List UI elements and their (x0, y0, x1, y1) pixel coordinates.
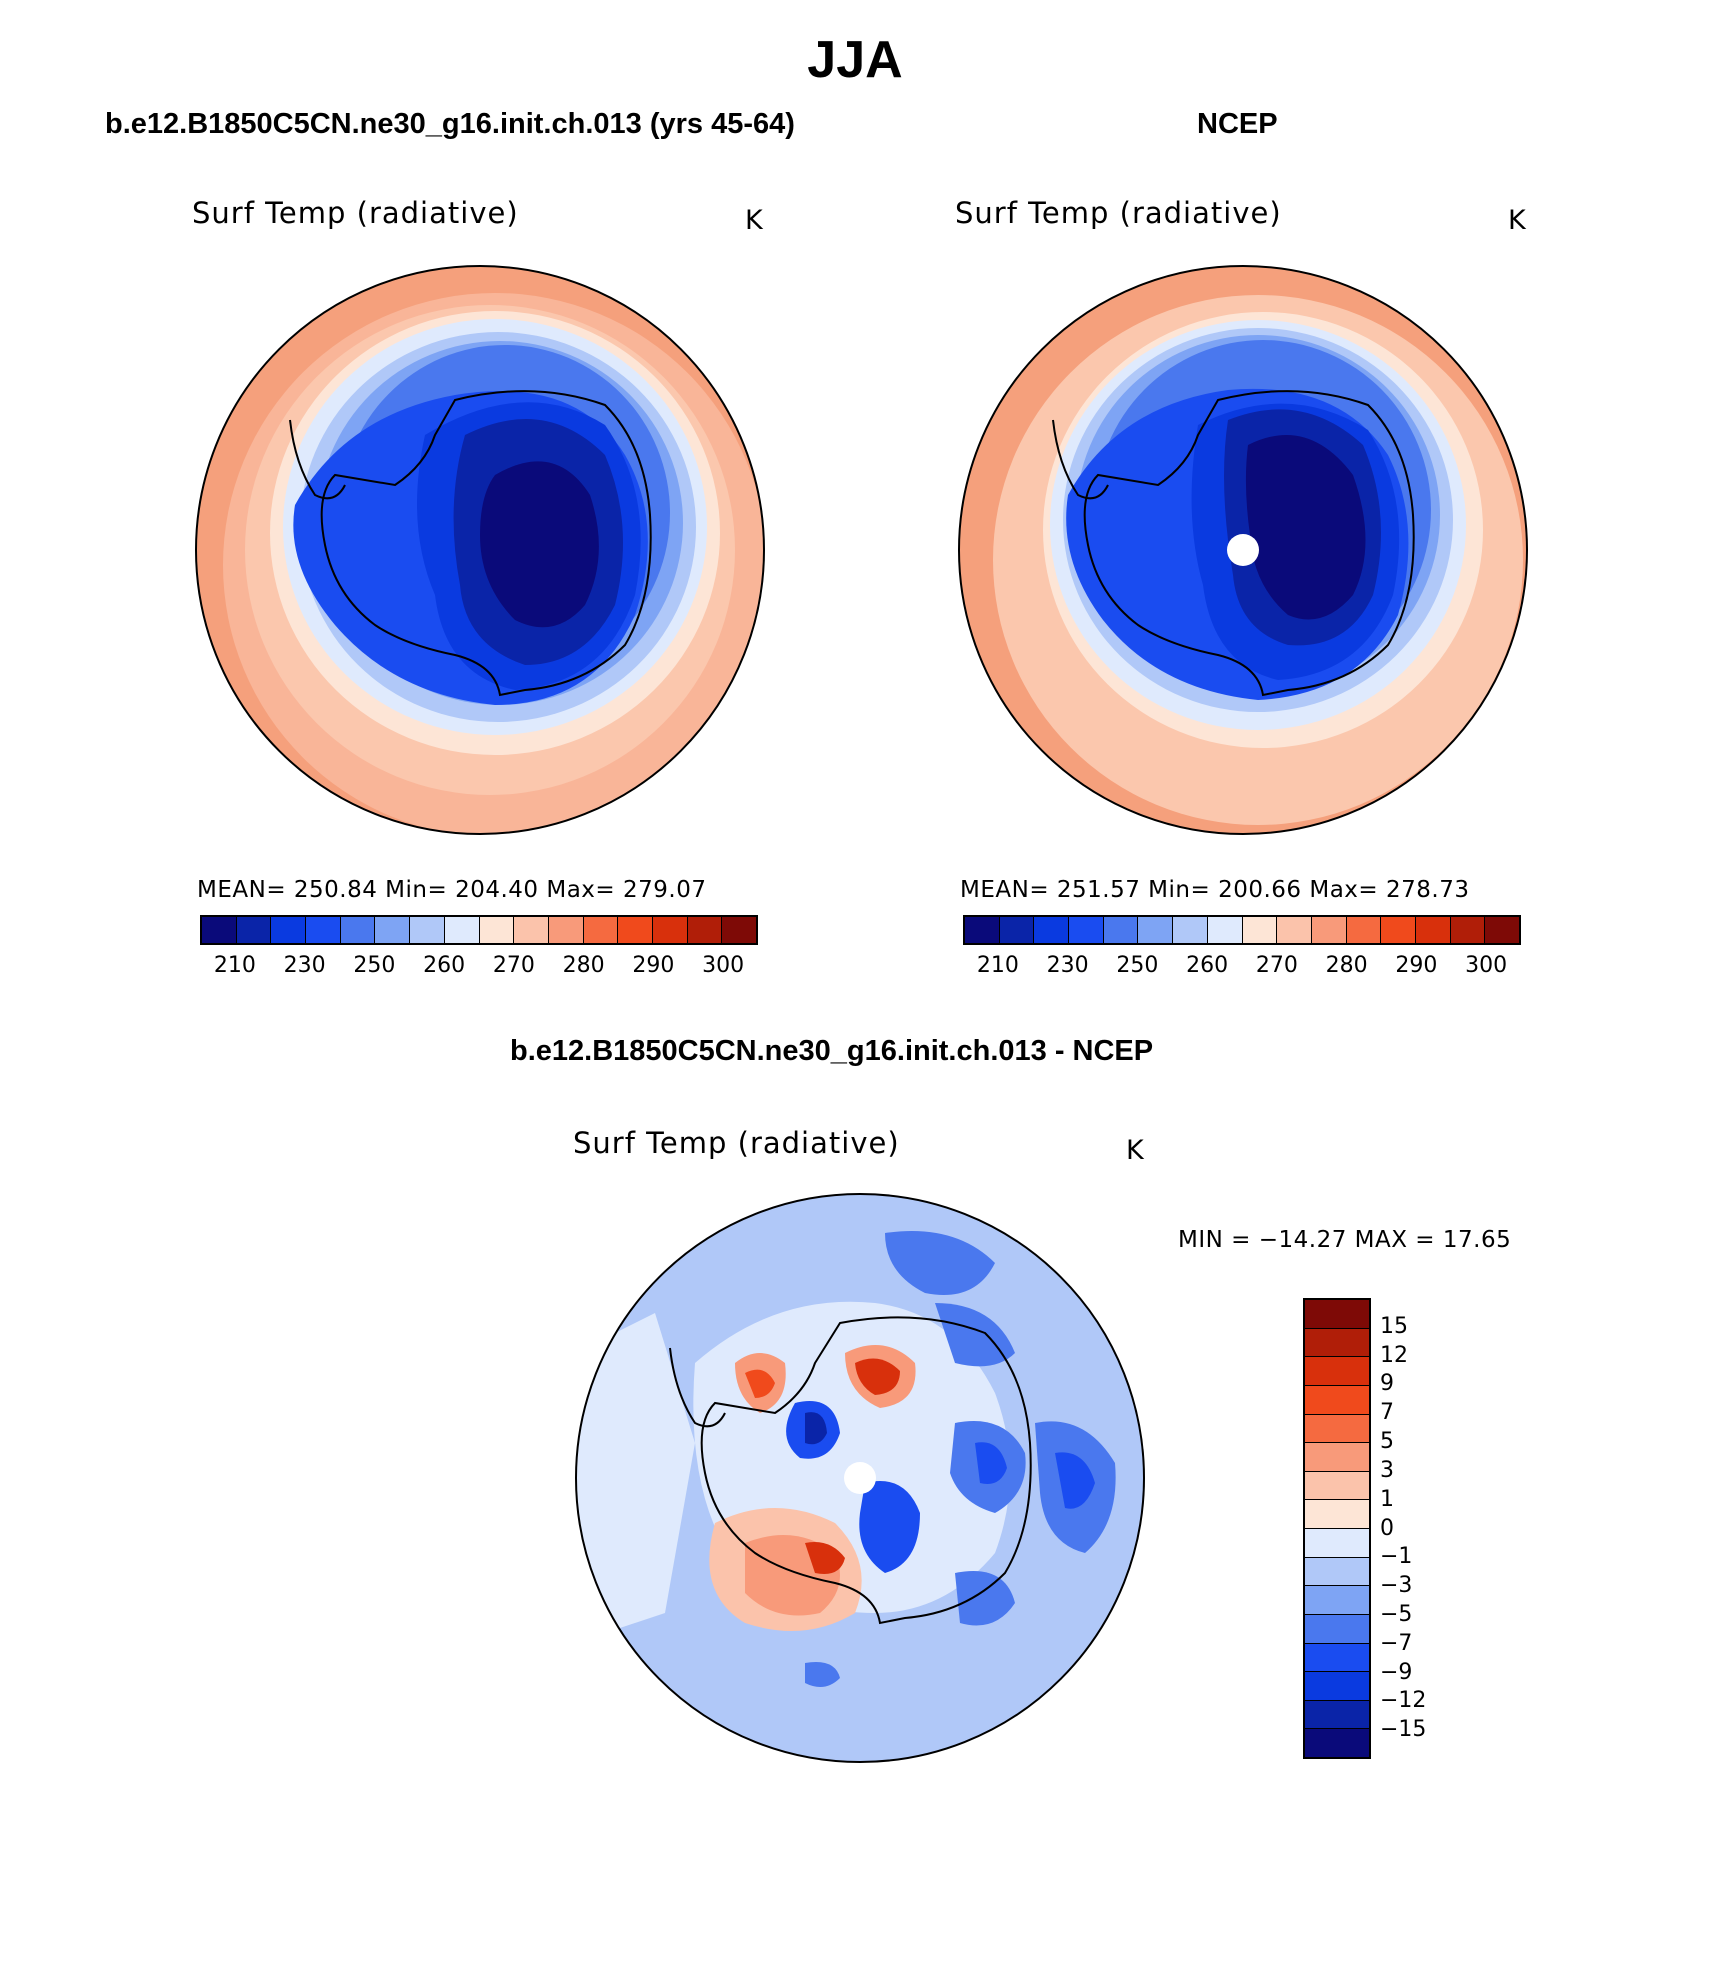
colorbar-ncep-tick-label: 280 (1325, 953, 1368, 978)
colorbar-model-swatch (202, 917, 237, 943)
colorbar-ncep-tick-label: 250 (1116, 953, 1159, 978)
colorbar-difference-tick-label: 9 (1380, 1371, 1394, 1397)
colorbar-model-swatch (722, 917, 756, 943)
colorbar-model-tick-label: 250 (353, 953, 396, 978)
colorbar-ncep-swatch (1485, 917, 1519, 943)
colorbar-difference-swatch (1305, 1385, 1369, 1415)
colorbar-model-tick-label: 300 (702, 953, 745, 978)
colorbar-model-swatch (271, 917, 307, 943)
colorbar-ncep-swatch (1277, 917, 1312, 943)
colorbar-difference-tick-label: 3 (1380, 1457, 1394, 1483)
colorbar-ncep-tick-label: 270 (1255, 953, 1298, 978)
colorbar-model-swatch (514, 917, 549, 943)
colorbar-difference-tick-label: −15 (1380, 1717, 1427, 1743)
panel-title-difference: b.e12.B1850C5CN.ne30_g16.init.ch.013 - N… (510, 1035, 1154, 1067)
colorbar-ncep-swatch (999, 917, 1035, 943)
variable-label-ncep: Surf Temp (radiative) (955, 196, 1282, 230)
variable-label-difference: Surf Temp (radiative) (573, 1126, 900, 1160)
colorbar-difference-tick-label: −7 (1380, 1630, 1413, 1656)
colorbar-difference-swatch (1305, 1500, 1369, 1529)
colorbar-model-swatch (687, 917, 723, 943)
colorbar-model-swatch (340, 917, 376, 943)
colorbar-ncep-swatch (1138, 917, 1174, 943)
colorbar-model-swatch (583, 917, 619, 943)
colorbar-model-tick-label: 280 (562, 953, 605, 978)
colorbar-model-swatch (410, 917, 445, 943)
stats-difference: MIN = −14.27 MAX = 17.65 (1178, 1227, 1512, 1253)
colorbar-model-tick-label: 270 (492, 953, 535, 978)
colorbar-ncep-swatch (1103, 917, 1139, 943)
colorbar-ncep-swatch (1034, 917, 1070, 943)
colorbar-model-tick-label: 260 (423, 953, 466, 978)
figure-title: JJA (807, 31, 903, 89)
colorbar-ncep-swatch (1242, 917, 1278, 943)
colorbar-difference-swatch (1305, 1643, 1369, 1673)
units-label-ncep: K (1508, 205, 1526, 236)
colorbar-difference-swatch (1305, 1614, 1369, 1644)
colorbar-difference-tick-label: 1 (1380, 1486, 1394, 1512)
panel-title-ncep: NCEP (1197, 108, 1278, 140)
colorbar-model-swatch (375, 917, 411, 943)
colorbar-model-swatch (548, 917, 584, 943)
colorbar-ncep-tick-label: 230 (1046, 953, 1089, 978)
units-label-difference: K (1126, 1135, 1144, 1166)
colorbar-model-swatch (236, 917, 272, 943)
colorbar-model-tick-label: 290 (632, 953, 675, 978)
colorbar-ncep-tick-label: 290 (1395, 953, 1438, 978)
colorbar-model-swatch (618, 917, 653, 943)
colorbar-difference-swatch (1305, 1529, 1369, 1558)
colorbar-difference-tick-label: −3 (1380, 1573, 1413, 1599)
colorbar-ncep-swatch (1346, 917, 1382, 943)
colorbar-difference-swatch (1305, 1672, 1369, 1701)
colorbar-ncep-swatch (1450, 917, 1486, 943)
colorbar-model-swatch (652, 917, 688, 943)
variable-label-model: Surf Temp (radiative) (192, 196, 519, 230)
colorbar-difference-swatch (1305, 1414, 1369, 1444)
polar-map-ncep (958, 265, 1528, 835)
colorbar-difference-tick-label: 7 (1380, 1400, 1394, 1426)
colorbar-difference-swatch (1305, 1586, 1369, 1615)
colorbar-ncep-swatch (1415, 917, 1451, 943)
polar-map-difference (575, 1193, 1145, 1763)
colorbar-model-tick-label: 210 (213, 953, 256, 978)
colorbar-ncep (963, 915, 1521, 945)
colorbar-ncep-swatch (1207, 917, 1243, 943)
colorbar-model-swatch (444, 917, 480, 943)
colorbar-difference-tick-label: −9 (1380, 1659, 1413, 1685)
colorbar-ncep-swatch (1311, 917, 1347, 943)
colorbar-difference-swatch (1305, 1357, 1369, 1386)
colorbar-difference-tick-label: 12 (1380, 1342, 1408, 1368)
colorbar-ncep-swatch (1069, 917, 1104, 943)
colorbar-difference-tick-label: 0 (1380, 1515, 1394, 1541)
colorbar-model-tick-label: 230 (283, 953, 326, 978)
stats-model: MEAN= 250.84 Min= 204.40 Max= 279.07 (197, 877, 707, 903)
colorbar-difference-tick-label: −12 (1380, 1688, 1427, 1714)
colorbar-difference-swatch (1305, 1328, 1369, 1358)
colorbar-difference-tick-label: 5 (1380, 1429, 1394, 1455)
stats-ncep: MEAN= 251.57 Min= 200.66 Max= 278.73 (960, 877, 1470, 903)
colorbar-ncep-tick-label: 210 (976, 953, 1019, 978)
colorbar-difference-swatch (1305, 1557, 1369, 1587)
panel-title-model: b.e12.B1850C5CN.ne30_g16.init.ch.013 (yr… (105, 108, 795, 140)
colorbar-ncep-tick-label: 260 (1186, 953, 1229, 978)
colorbar-difference-swatch (1305, 1471, 1369, 1501)
colorbar-difference-swatch (1305, 1700, 1369, 1730)
colorbar-difference-swatch (1305, 1729, 1369, 1757)
colorbar-difference (1303, 1298, 1371, 1759)
colorbar-ncep-tick-label: 300 (1465, 953, 1508, 978)
units-label-model: K (745, 205, 763, 236)
colorbar-difference-tick-label: 15 (1380, 1313, 1408, 1339)
colorbar-model (200, 915, 758, 945)
polar-map-model (195, 265, 765, 835)
colorbar-difference-swatch (1305, 1443, 1369, 1472)
colorbar-ncep-swatch (1173, 917, 1208, 943)
colorbar-model-swatch (479, 917, 515, 943)
colorbar-ncep-swatch (1381, 917, 1416, 943)
colorbar-difference-tick-label: −1 (1380, 1544, 1413, 1570)
colorbar-difference-swatch (1305, 1300, 1369, 1329)
colorbar-ncep-swatch (965, 917, 1000, 943)
colorbar-model-swatch (306, 917, 341, 943)
colorbar-difference-tick-label: −5 (1380, 1601, 1413, 1627)
